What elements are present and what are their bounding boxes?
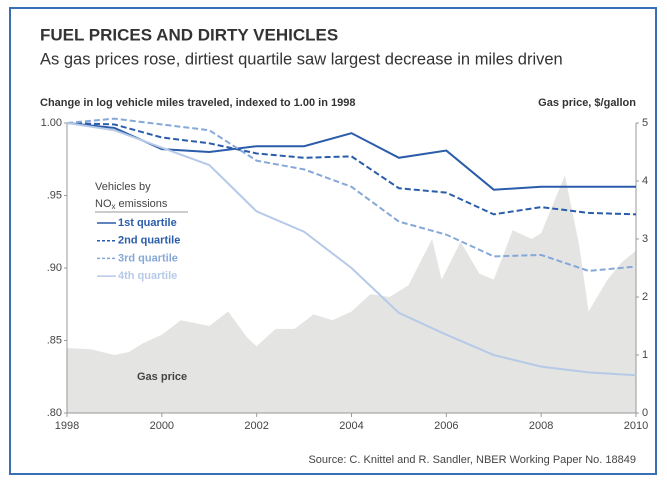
y-tick-label: 1.00 <box>41 117 62 129</box>
y2-tick-label: 4 <box>642 175 648 187</box>
legend-title: Vehicles by <box>95 181 151 193</box>
y-axis-label: Change in log vehicle miles traveled, in… <box>40 97 355 109</box>
legend-label: 1st quartile <box>118 217 177 229</box>
y-tick-label: .85 <box>47 334 62 346</box>
x-tick-label: 2006 <box>434 420 458 432</box>
legend-label: 3rd quartile <box>118 252 178 264</box>
x-tick-label: 2010 <box>624 420 648 432</box>
x-tick-label: 2000 <box>150 420 174 432</box>
x-tick-label: 1998 <box>55 420 79 432</box>
chart-title: FUEL PRICES AND DIRTY VEHICLES <box>40 25 338 44</box>
x-tick-label: 2002 <box>244 420 268 432</box>
legend-label: 4th quartile <box>118 270 177 282</box>
area-label: Gas price <box>137 371 187 383</box>
x-tick-label: 2008 <box>529 420 553 432</box>
x-tick-label: 2004 <box>339 420 363 432</box>
chart-subtitle: As gas prices rose, dirtiest quartile sa… <box>40 50 563 68</box>
y2-axis-label: Gas price, $/gallon <box>538 97 636 109</box>
y2-tick-label: 3 <box>642 233 648 245</box>
series-line <box>66 122 637 377</box>
y2-tick-label: 2 <box>642 291 648 303</box>
y2-tick-label: 5 <box>642 117 648 129</box>
y2-tick-label: 0 <box>642 407 648 419</box>
series-line <box>66 117 637 272</box>
source: Source: C. Knittel and R. Sandler, NBER … <box>308 454 636 466</box>
y-tick-label: .80 <box>47 407 62 419</box>
series-line <box>66 122 636 191</box>
gas-price-area <box>67 175 636 413</box>
legend-label: 2nd quartile <box>118 235 180 247</box>
legend-title: NOx emissions <box>95 198 168 211</box>
y-tick-label: .95 <box>47 189 62 201</box>
y2-tick-label: 1 <box>642 349 648 361</box>
y-tick-label: .90 <box>47 262 62 274</box>
